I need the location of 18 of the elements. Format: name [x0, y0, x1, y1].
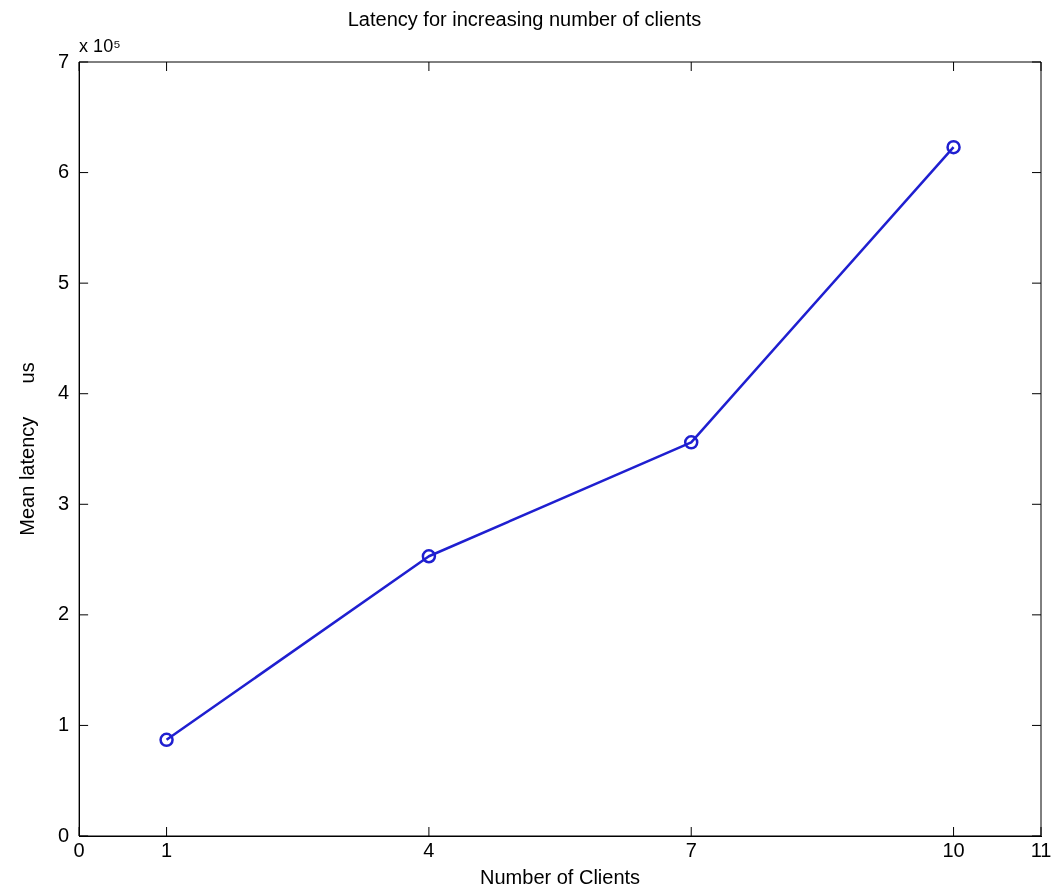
y-tick-label: 3	[58, 491, 70, 514]
y-axis-title: Mean latency us	[15, 362, 38, 536]
text: x 10⁵	[79, 35, 121, 56]
x-axis-title: Number of Clients	[480, 865, 641, 888]
y-tick-label: 0	[58, 823, 70, 846]
y-tick-label: 7	[58, 49, 70, 72]
x-tick-label: 10	[942, 838, 965, 861]
x-tick-label: 4	[423, 838, 435, 861]
x-tick-label: 7	[685, 838, 697, 861]
chart-title: Latency for increasing number of clients	[347, 7, 702, 30]
x-tick-label: 1	[161, 838, 173, 861]
y-tick-label: 6	[58, 160, 70, 183]
y-tick-label: 4	[58, 381, 70, 404]
y-tick-label: 5	[58, 270, 70, 293]
x-tick-label: 0	[73, 838, 85, 861]
x-tick-label: 11	[1030, 838, 1052, 861]
y-tick-label: 2	[58, 602, 70, 625]
y-tick-label: 1	[58, 712, 70, 735]
